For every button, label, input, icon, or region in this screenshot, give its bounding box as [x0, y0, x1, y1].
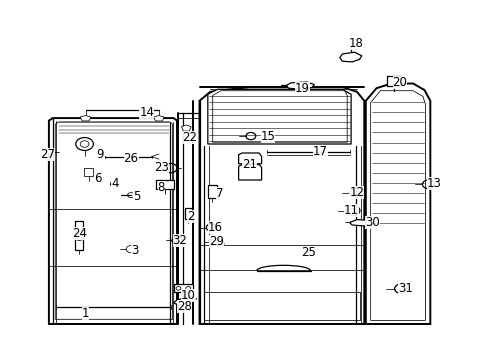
Text: 15: 15	[260, 130, 275, 143]
Bar	[386, 76, 400, 86]
Polygon shape	[238, 153, 261, 164]
Text: 32: 32	[172, 234, 187, 247]
Text: 14: 14	[139, 106, 154, 119]
Text: 10: 10	[181, 289, 195, 302]
Text: 19: 19	[294, 82, 309, 95]
Text: 9: 9	[96, 148, 104, 161]
Bar	[184, 208, 192, 219]
Text: 20: 20	[392, 76, 407, 89]
Text: 26: 26	[123, 152, 138, 165]
Polygon shape	[199, 87, 364, 324]
Polygon shape	[209, 238, 224, 246]
Text: 1: 1	[81, 307, 89, 320]
Polygon shape	[153, 116, 164, 121]
Polygon shape	[55, 122, 172, 319]
Text: 7: 7	[216, 187, 224, 200]
Text: 27: 27	[41, 148, 55, 161]
Polygon shape	[207, 89, 350, 144]
Text: 24: 24	[72, 227, 86, 240]
Text: 16: 16	[207, 221, 222, 234]
Text: 28: 28	[177, 300, 192, 313]
Polygon shape	[238, 165, 261, 180]
Text: 4: 4	[111, 177, 119, 190]
Polygon shape	[44, 150, 53, 154]
Text: 29: 29	[208, 235, 223, 248]
Text: 12: 12	[349, 186, 364, 199]
Polygon shape	[80, 116, 91, 121]
Polygon shape	[173, 297, 196, 305]
Text: 3: 3	[130, 244, 138, 257]
Circle shape	[76, 138, 93, 150]
Bar	[204, 292, 359, 320]
Bar	[84, 168, 93, 176]
Text: 8: 8	[157, 181, 165, 194]
Text: 11: 11	[343, 204, 358, 217]
Polygon shape	[339, 52, 361, 62]
Bar	[174, 284, 192, 292]
Polygon shape	[349, 220, 371, 226]
Text: 18: 18	[348, 37, 363, 50]
Text: 22: 22	[182, 131, 197, 144]
Text: 6: 6	[94, 172, 102, 185]
Text: 31: 31	[398, 282, 412, 295]
Bar	[207, 185, 216, 198]
Text: 21: 21	[242, 158, 256, 171]
Text: 23: 23	[154, 161, 168, 174]
Text: 30: 30	[365, 216, 379, 229]
Text: 17: 17	[312, 145, 327, 158]
Polygon shape	[286, 82, 314, 89]
Bar	[75, 221, 83, 250]
Bar	[156, 180, 173, 189]
Polygon shape	[365, 84, 429, 324]
Text: 13: 13	[426, 177, 441, 190]
Polygon shape	[181, 125, 191, 131]
Text: 5: 5	[133, 190, 141, 203]
Text: 2: 2	[186, 210, 194, 222]
Text: 25: 25	[300, 246, 315, 258]
Polygon shape	[49, 118, 177, 324]
